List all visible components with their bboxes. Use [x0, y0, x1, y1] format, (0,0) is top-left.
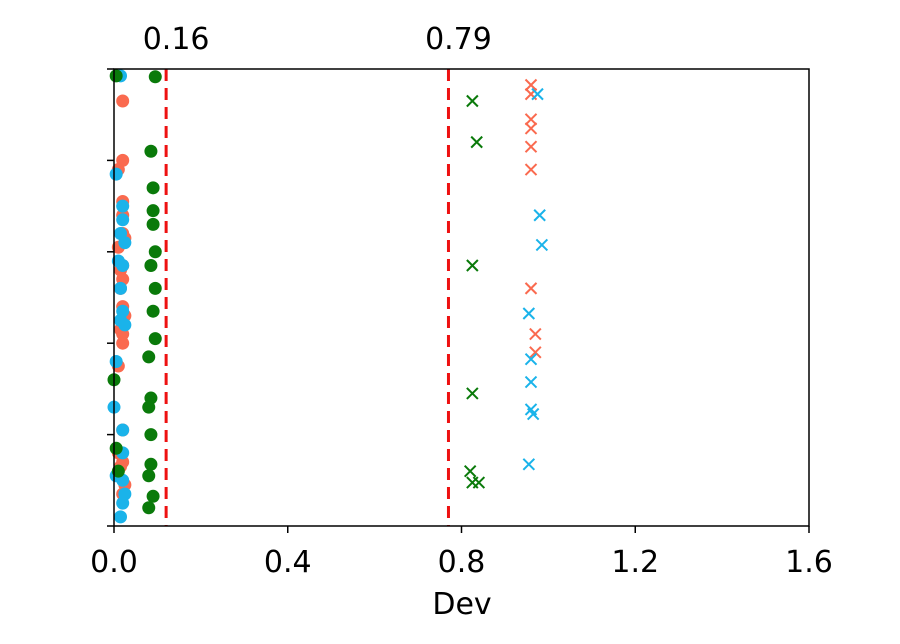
data-point	[109, 441, 123, 455]
data-point	[146, 217, 160, 231]
data-point	[146, 489, 160, 503]
data-point	[116, 199, 130, 213]
series-3	[524, 78, 542, 359]
data-point	[148, 281, 162, 295]
data-point	[116, 423, 130, 437]
data-point	[470, 135, 483, 149]
x-axis: 0.0 0.4 0.8 1.2 1.6	[90, 526, 833, 580]
x-tick-label: 1.6	[785, 545, 833, 580]
data-point	[524, 113, 538, 126]
data-point	[466, 94, 479, 108]
series-2	[107, 69, 162, 515]
data-point	[535, 238, 549, 252]
data-point	[116, 496, 130, 510]
data-point	[533, 209, 546, 222]
x-tick-label: 1.2	[611, 545, 659, 580]
data-point	[116, 94, 130, 108]
data-point	[463, 464, 477, 478]
data-point	[148, 245, 162, 259]
data-point	[116, 213, 130, 227]
data-point	[522, 307, 536, 320]
data-point	[118, 236, 132, 250]
series-0	[111, 94, 132, 501]
data-point	[531, 87, 544, 101]
data-point	[524, 78, 538, 92]
data-point	[144, 144, 158, 158]
data-point	[142, 400, 156, 414]
series-5	[463, 94, 486, 489]
data-point	[142, 501, 156, 515]
data-point	[142, 350, 156, 364]
x-tick-label: 0.4	[264, 545, 312, 580]
data-point	[142, 469, 156, 483]
data-point	[118, 318, 132, 332]
data-point	[148, 70, 162, 84]
threshold-label: 0.16	[143, 22, 210, 57]
data-point	[524, 282, 538, 295]
data-point	[116, 259, 130, 273]
series-4	[522, 87, 549, 471]
series-1	[107, 69, 132, 524]
threshold-label: 0.79	[425, 22, 492, 57]
data-point	[109, 354, 123, 368]
data-point	[466, 387, 479, 400]
plot-frame	[113, 68, 810, 527]
data-point	[144, 457, 158, 471]
data-point	[524, 122, 538, 135]
data-point	[524, 140, 538, 153]
data-point	[472, 476, 486, 489]
data-point	[526, 407, 540, 421]
x-axis-title: Dev	[432, 587, 491, 622]
x-tick-label: 0.8	[438, 545, 486, 580]
data-point	[146, 181, 160, 195]
plot-area: 0.16 0.79	[107, 22, 549, 526]
data-point	[116, 336, 130, 350]
data-point	[109, 167, 123, 181]
data-point	[522, 458, 536, 471]
data-point	[524, 352, 538, 366]
x-tick-label: 0.0	[90, 545, 138, 580]
data-point	[111, 464, 125, 478]
data-point	[146, 204, 160, 218]
data-point	[529, 346, 542, 359]
data-point	[144, 259, 158, 273]
data-point	[466, 259, 479, 272]
data-point	[529, 327, 542, 341]
data-point	[148, 332, 162, 346]
data-point	[146, 304, 160, 318]
data-point	[524, 375, 538, 389]
y-axis	[107, 68, 114, 527]
data-point	[524, 163, 538, 176]
data-point	[114, 281, 128, 295]
data-point	[109, 69, 123, 83]
data-point	[144, 428, 158, 442]
data-point	[114, 510, 128, 524]
